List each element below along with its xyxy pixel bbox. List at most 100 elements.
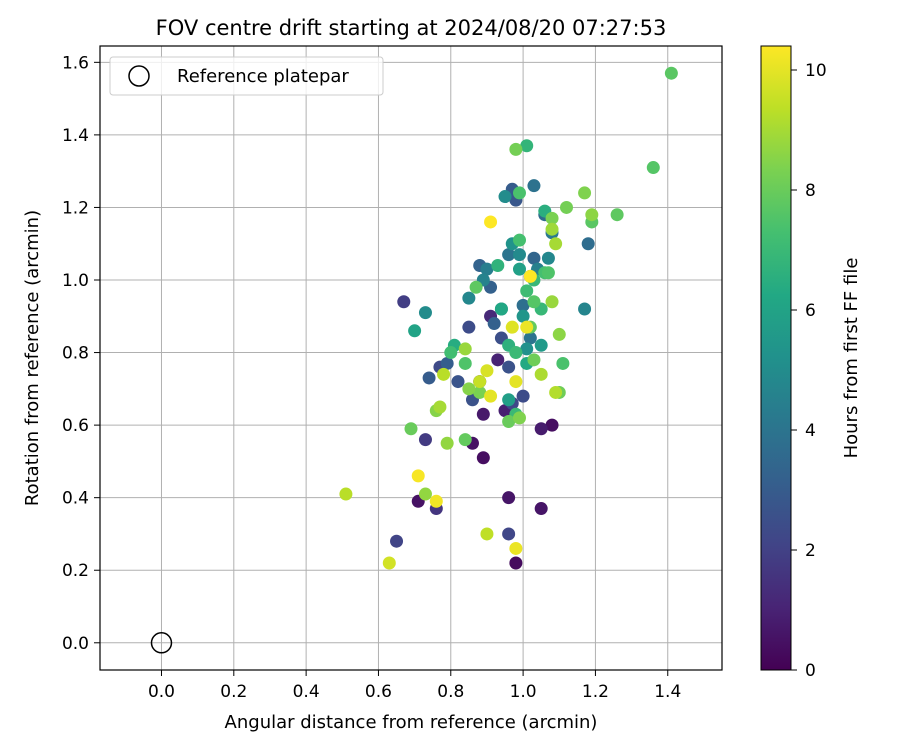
data-point [469, 280, 483, 294]
data-point [509, 346, 523, 360]
data-point [512, 186, 526, 200]
data-point [408, 324, 422, 338]
data-point [549, 237, 563, 251]
legend: Reference platepar [109, 56, 384, 96]
legend-label: Reference platepar [177, 66, 349, 87]
data-point [541, 251, 555, 265]
x-axis-label: Angular distance from reference (arcmin) [225, 712, 598, 733]
data-point [458, 356, 472, 370]
data-point [585, 208, 599, 222]
data-point [462, 291, 476, 305]
data-point [502, 393, 516, 407]
x-tick-label: 0.6 [365, 682, 392, 702]
data-point [440, 356, 454, 370]
data-point [462, 382, 476, 396]
reference-marker [150, 632, 173, 654]
data-point [516, 389, 530, 403]
data-point [411, 469, 425, 483]
colorbar-label: Hours from first FF file [841, 258, 862, 459]
data-point [480, 364, 494, 378]
plot-frame [99, 45, 723, 671]
data-point [581, 237, 595, 251]
data-point [527, 251, 541, 265]
x-axis-ticks: 0.0 0.2 0.4 0.6 0.8 1.0 1.2 1.4 [148, 670, 681, 702]
data-point [487, 317, 501, 331]
data-point [382, 556, 396, 570]
data-point [390, 534, 404, 548]
data-point [480, 527, 494, 541]
data-point [476, 451, 490, 465]
data-point [646, 161, 660, 175]
data-point [505, 320, 519, 334]
colorbar-tick-label: 8 [805, 181, 816, 201]
data-point [444, 346, 458, 360]
data-point [418, 306, 432, 320]
data-point [534, 367, 548, 381]
data-point [502, 248, 516, 262]
data-point [458, 433, 472, 447]
data-point [397, 295, 411, 309]
data-point [545, 211, 559, 225]
reference-point [150, 632, 173, 654]
legend-box [109, 56, 384, 96]
y-tick-label: 1.0 [62, 271, 89, 291]
data-point [520, 342, 534, 356]
data-point [473, 375, 487, 389]
x-tick-label: 1.4 [654, 682, 681, 702]
data-point [523, 269, 537, 283]
data-point [512, 248, 526, 262]
data-point [473, 385, 487, 399]
data-point [545, 418, 559, 432]
data-point [491, 258, 505, 272]
data-point [476, 407, 490, 421]
data-point [534, 338, 548, 352]
x-tick-label: 0.0 [148, 682, 175, 702]
grid-lines [100, 46, 722, 670]
data-point [560, 200, 573, 214]
x-tick-label: 1.0 [510, 682, 537, 702]
data-point [512, 262, 526, 276]
data-point [404, 422, 418, 436]
y-tick-label: 1.6 [62, 53, 89, 73]
colorbar-gradient [760, 45, 792, 671]
y-tick-label: 1.2 [62, 198, 89, 218]
y-axis-label: Rotation from reference (arcmin) [22, 210, 43, 506]
x-tick-label: 0.2 [220, 682, 247, 702]
data-point [549, 385, 563, 399]
x-tick-label: 0.8 [437, 682, 464, 702]
x-tick-label: 1.2 [582, 682, 609, 702]
data-point [520, 320, 534, 334]
data-point [523, 331, 537, 345]
data-point [502, 360, 516, 374]
data-point [433, 400, 447, 414]
y-tick-label: 0.4 [62, 489, 89, 509]
data-point [429, 494, 443, 508]
data-point [516, 309, 530, 323]
data-point [556, 356, 570, 370]
data-point [418, 433, 432, 447]
colorbar: 0 2 4 6 8 10 Hours from first FF file [760, 45, 862, 681]
data-point [578, 186, 592, 200]
data-point [418, 487, 432, 501]
legend-marker-open-circle [128, 65, 150, 87]
colorbar-tick-label: 4 [805, 421, 816, 441]
y-tick-label: 0.0 [62, 634, 89, 654]
x-tick-label: 0.4 [293, 682, 320, 702]
data-point [545, 295, 559, 309]
data-point [509, 375, 523, 389]
colorbar-tick-label: 10 [805, 61, 827, 81]
colorbar-tick-label: 6 [805, 301, 816, 321]
data-point [509, 556, 523, 570]
data-point [498, 190, 512, 204]
data-points [339, 66, 678, 570]
data-point [437, 367, 451, 381]
data-point [527, 179, 541, 193]
data-point [502, 414, 516, 428]
colorbar-tick-label: 0 [805, 661, 816, 681]
chart-title: FOV centre drift starting at 2024/08/20 … [156, 16, 667, 40]
colorbar-tick-label: 2 [805, 541, 816, 561]
data-point [527, 295, 541, 309]
data-point [440, 436, 454, 450]
data-point [480, 262, 494, 276]
